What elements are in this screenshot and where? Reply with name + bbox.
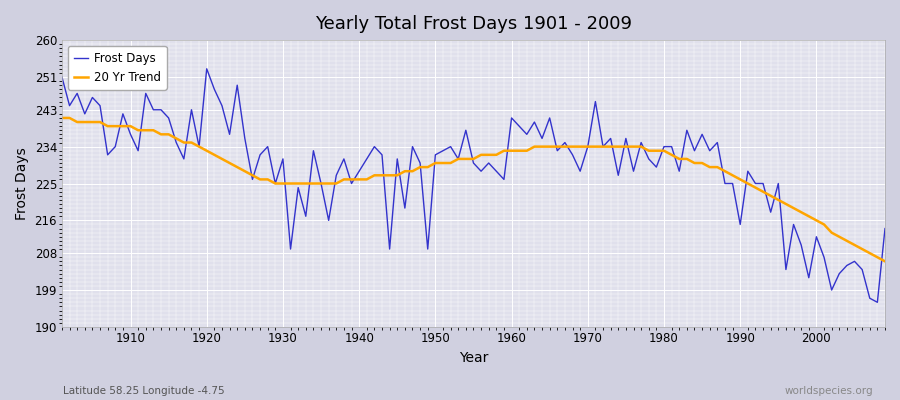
20 Yr Trend [506, 148, 517, 153]
Title: Yearly Total Frost Days 1901 - 2009: Yearly Total Frost Days 1901 - 2009 [315, 15, 632, 33]
Frost Days [506, 116, 517, 120]
Legend: Frost Days, 20 Yr Trend: Frost Days, 20 Yr Trend [68, 46, 166, 90]
X-axis label: Year: Year [459, 351, 488, 365]
20 Yr Trend [598, 144, 608, 149]
Frost Days [872, 300, 883, 305]
20 Yr Trend [57, 116, 68, 120]
Frost Days [57, 74, 68, 79]
Text: worldspecies.org: worldspecies.org [785, 386, 873, 396]
20 Yr Trend [331, 181, 342, 186]
Frost Days [292, 185, 303, 190]
Frost Days [879, 226, 890, 231]
Text: Latitude 58.25 Longitude -4.75: Latitude 58.25 Longitude -4.75 [63, 386, 225, 396]
Frost Days [338, 156, 349, 161]
20 Yr Trend [499, 148, 509, 153]
20 Yr Trend [879, 259, 890, 264]
Frost Days [118, 112, 129, 116]
20 Yr Trend [118, 124, 129, 128]
Line: Frost Days: Frost Days [62, 69, 885, 302]
20 Yr Trend [285, 181, 296, 186]
Frost Days [514, 124, 525, 128]
Line: 20 Yr Trend: 20 Yr Trend [62, 118, 885, 261]
Frost Days [202, 66, 212, 71]
Y-axis label: Frost Days: Frost Days [15, 147, 29, 220]
Frost Days [605, 136, 616, 141]
